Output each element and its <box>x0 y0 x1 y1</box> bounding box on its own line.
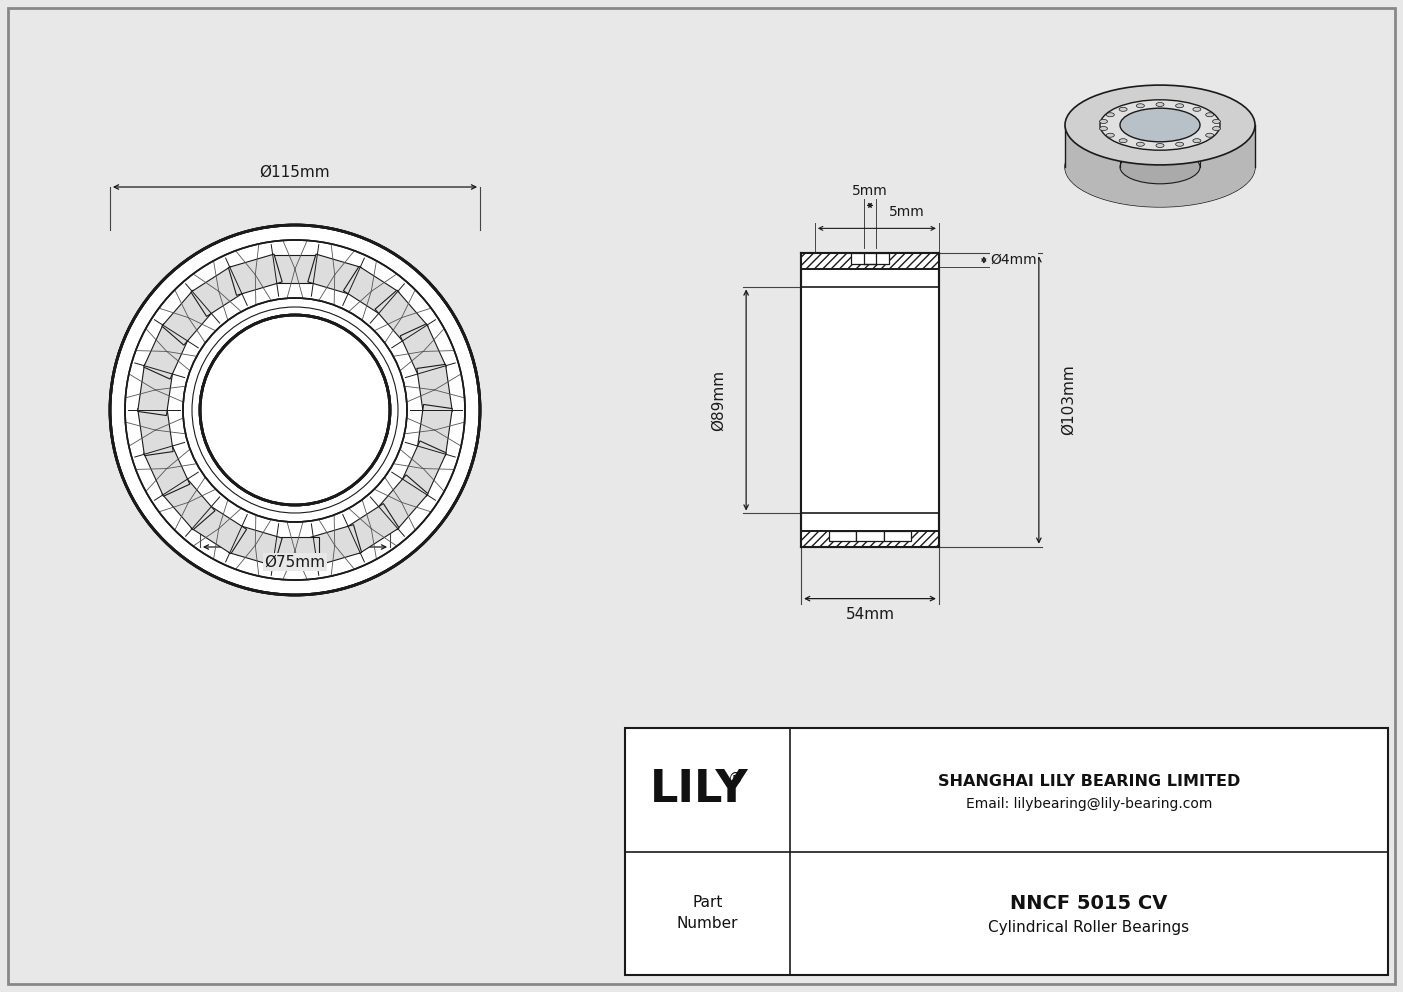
Bar <box>375 291 428 345</box>
Ellipse shape <box>1193 139 1201 143</box>
Text: Ø89mm: Ø89mm <box>711 369 725 431</box>
Bar <box>143 440 189 496</box>
Ellipse shape <box>1100 142 1221 192</box>
Ellipse shape <box>1136 104 1145 108</box>
Text: SHANGHAI LILY BEARING LIMITED: SHANGHAI LILY BEARING LIMITED <box>937 774 1240 790</box>
Ellipse shape <box>1205 113 1214 117</box>
Bar <box>137 405 173 455</box>
Text: Ø4mm: Ø4mm <box>991 253 1037 267</box>
Polygon shape <box>1120 125 1200 184</box>
Bar <box>143 323 189 379</box>
Bar <box>307 525 362 565</box>
Ellipse shape <box>1120 107 1127 111</box>
Circle shape <box>201 315 390 505</box>
Ellipse shape <box>1212 127 1221 131</box>
Bar <box>624 728 1388 975</box>
Ellipse shape <box>1136 142 1145 146</box>
Bar <box>400 323 446 379</box>
Ellipse shape <box>1100 100 1221 150</box>
Ellipse shape <box>1176 104 1184 108</box>
Bar <box>850 253 890 264</box>
Ellipse shape <box>1100 119 1107 123</box>
Ellipse shape <box>1156 144 1164 148</box>
Bar <box>271 537 318 565</box>
Ellipse shape <box>1065 127 1256 207</box>
Ellipse shape <box>1107 133 1114 137</box>
Bar <box>417 405 452 455</box>
Ellipse shape <box>1065 85 1256 165</box>
Text: NNCF 5015 CV: NNCF 5015 CV <box>1010 894 1167 913</box>
Bar <box>375 475 428 530</box>
Text: Part
Number: Part Number <box>676 895 738 931</box>
Bar <box>344 504 398 554</box>
Ellipse shape <box>1120 139 1127 143</box>
Text: Cylindrical Roller Bearings: Cylindrical Roller Bearings <box>989 920 1190 934</box>
Text: LILY: LILY <box>650 768 749 811</box>
Circle shape <box>109 225 480 595</box>
Ellipse shape <box>1107 113 1114 117</box>
Text: Ø75mm: Ø75mm <box>265 555 325 569</box>
Ellipse shape <box>1176 142 1184 146</box>
Bar <box>191 266 247 316</box>
Bar <box>229 525 282 565</box>
Bar <box>856 532 884 541</box>
Text: Ø103mm: Ø103mm <box>1061 365 1076 435</box>
Bar <box>161 291 215 345</box>
Text: 54mm: 54mm <box>846 607 895 622</box>
Text: ®: ® <box>728 772 744 788</box>
Bar <box>137 364 173 416</box>
Ellipse shape <box>1156 102 1164 106</box>
Polygon shape <box>1065 125 1256 207</box>
Bar <box>801 287 939 514</box>
Text: Ø115mm: Ø115mm <box>260 165 330 180</box>
Bar <box>801 253 939 547</box>
Bar <box>829 532 856 541</box>
Ellipse shape <box>1205 133 1214 137</box>
Ellipse shape <box>1193 107 1201 111</box>
Bar <box>191 504 247 554</box>
Ellipse shape <box>1120 150 1200 184</box>
Bar <box>271 255 318 284</box>
Bar <box>884 532 912 541</box>
Circle shape <box>125 240 464 580</box>
Text: 5mm: 5mm <box>890 205 925 219</box>
Bar <box>801 532 939 547</box>
Bar <box>417 364 452 416</box>
Bar <box>400 440 446 496</box>
Bar <box>801 253 939 269</box>
Bar <box>161 475 215 530</box>
Bar <box>307 254 362 296</box>
Bar <box>344 266 398 316</box>
Text: 5mm: 5mm <box>852 185 888 198</box>
Bar <box>229 254 282 296</box>
Ellipse shape <box>1100 127 1107 131</box>
Ellipse shape <box>1212 119 1221 123</box>
Ellipse shape <box>1120 108 1200 142</box>
Text: Email: lilybearing@lily-bearing.com: Email: lilybearing@lily-bearing.com <box>965 797 1212 810</box>
